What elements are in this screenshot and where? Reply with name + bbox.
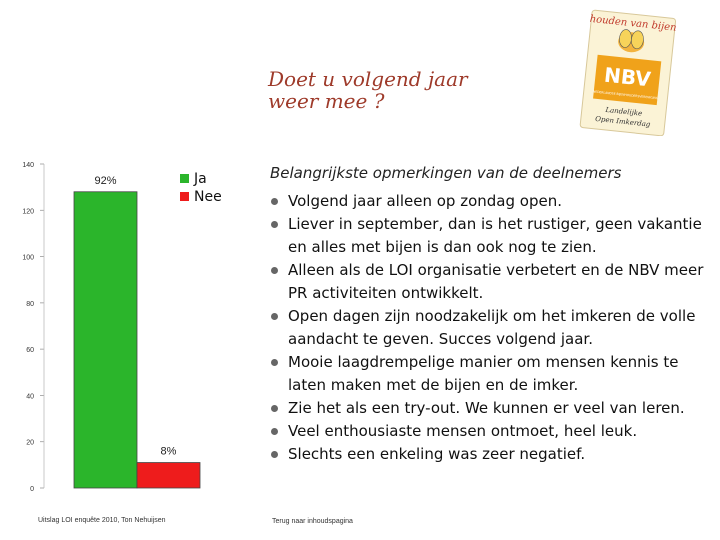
remark-item: Mooie laagdrempelige manier om mensen ke… (268, 351, 708, 397)
logo-brand-panel (593, 54, 662, 106)
remark-item: Open dagen zijn noodzakelijk om het imke… (268, 305, 708, 351)
remark-item: Veel enthousiaste mensen ontmoet, heel l… (268, 420, 708, 443)
back-to-contents-link[interactable]: Terug naar inhoudspagina (272, 518, 353, 525)
bar-nee (136, 462, 201, 489)
slide-title: Doet u volgend jaar weer mee ? (268, 68, 528, 112)
remark-item: Volgend jaar alleen op zondag open. (268, 190, 708, 213)
bar-label-ja: 92% (94, 175, 116, 187)
source-note: Uitslag LOI enquête 2010, Ton Nehuijsen (38, 517, 166, 524)
y-tick-label: 0 (30, 486, 34, 493)
logo-small-text: NEDERLANDSE BIJENHOUDERSVERENIGING (593, 89, 659, 100)
y-tick-label: 20 (26, 440, 34, 447)
slide-title-line-2: weer mee ? (268, 89, 385, 113)
y-tick-label: 100 (22, 255, 34, 262)
remarks-list: Volgend jaar alleen op zondag open. Lieve… (268, 190, 708, 466)
logo-brand: NBV (603, 63, 652, 92)
y-tick-label: 60 (26, 347, 34, 354)
y-tick-label: 120 (22, 208, 34, 215)
slide-title-line-1: Doet u volgend jaar (268, 67, 468, 91)
legend-label-nee: Nee (194, 189, 222, 205)
y-tick-label: 40 (26, 393, 34, 400)
remarks-heading: Belangrijkste opmerkingen van de deelnem… (270, 164, 622, 182)
remark-item: Liever in september, dan is het rustiger… (268, 213, 708, 259)
legend-swatch-nee (180, 192, 189, 201)
bar-ja (73, 191, 138, 489)
legend-swatch-ja (180, 174, 189, 183)
logo-caption-1: Landelijke (604, 106, 643, 118)
nbv-logo: houden van bijen NBV NEDERLANDSE BIJENHO… (579, 9, 677, 136)
bar-label-nee: 8% (161, 446, 177, 458)
y-tick-label: 80 (26, 301, 34, 308)
remark-item: Slechts een enkeling was zeer negatief. (268, 443, 708, 466)
remark-item: Alleen als de LOI organisatie verbetert … (268, 259, 708, 305)
remark-item: Zie het als een try-out. We kunnen er ve… (268, 397, 708, 420)
bar-chart: 0 20 40 60 80 100 120 140 92% 8% Ja Nee (22, 162, 222, 493)
legend-label-ja: Ja (193, 171, 207, 187)
bee-right-icon (631, 30, 644, 50)
y-tick-label: 140 (22, 162, 34, 169)
